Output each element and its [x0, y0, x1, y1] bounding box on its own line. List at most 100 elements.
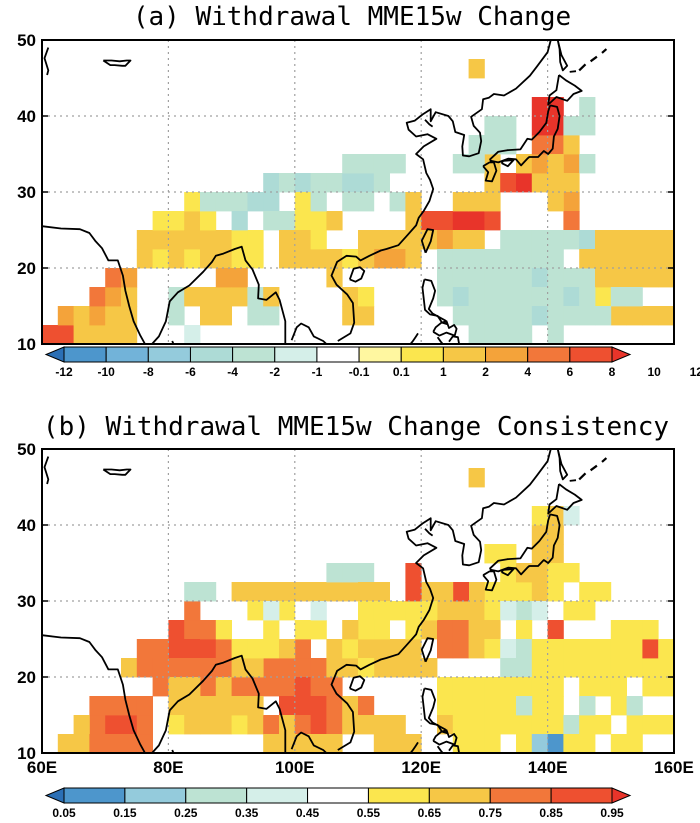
grid-cell: [263, 734, 280, 754]
grid-cell: [263, 582, 280, 602]
colorbar-arrow-left: [44, 787, 65, 804]
grid-cell: [89, 287, 106, 307]
grid-cell: [642, 715, 659, 735]
grid-cell: [595, 582, 612, 602]
grid-cell: [500, 639, 517, 659]
x-tick-label: 160E: [654, 758, 694, 777]
grid-cell: [200, 230, 217, 250]
grid-cell: [294, 249, 311, 269]
grid-cell: [326, 658, 343, 678]
grid-cell: [405, 192, 422, 212]
coastline-dash: [601, 457, 608, 463]
y-tick-label: 10: [17, 335, 36, 354]
grid-cell: [500, 249, 517, 269]
grid-cell: [468, 268, 485, 288]
grid-cell: [373, 230, 390, 250]
colorbar-label: 1: [440, 365, 447, 379]
grid-cell: [231, 211, 248, 231]
grid-cell: [373, 639, 390, 659]
grid-cell: [215, 715, 232, 735]
grid-cell: [358, 715, 375, 735]
grid-cell: [89, 306, 106, 326]
grid-cell: [405, 734, 422, 754]
grid-cell: [516, 696, 533, 716]
grid-cell: [326, 639, 343, 659]
grid-cell: [342, 306, 359, 326]
grid-cell: [437, 677, 454, 697]
colorbar-segment: [63, 346, 107, 363]
grid-cell: [279, 230, 296, 250]
grid-cell: [373, 173, 390, 193]
grid-cell: [136, 715, 153, 735]
grid-cell: [215, 696, 232, 716]
grid-cell: [610, 620, 627, 640]
grid-cell: [516, 230, 533, 250]
grid-cell: [279, 211, 296, 231]
grid-cell: [358, 173, 375, 193]
grid-cell: [563, 715, 580, 735]
grid-cell: [105, 306, 122, 326]
grid-cell: [247, 639, 264, 659]
grid-cell: [547, 154, 564, 174]
grid-cell: [452, 639, 469, 659]
grid-cell: [405, 658, 422, 678]
coastline: [409, 332, 419, 345]
grid-cell: [563, 734, 580, 754]
grid-cell: [642, 306, 659, 326]
colorbar-segment: [246, 787, 309, 804]
grid-cell: [389, 715, 406, 735]
coastline: [432, 729, 458, 746]
grid-cell: [105, 696, 122, 716]
grid-cell: [516, 601, 533, 621]
grid-cell: [484, 306, 501, 326]
grid-cell: [563, 211, 580, 231]
grid-cell: [531, 715, 548, 735]
colorbar-label: -2: [269, 365, 280, 379]
colorbar-label: 0.65: [418, 806, 442, 820]
grid-cell: [342, 696, 359, 716]
grid-cell: [579, 696, 596, 716]
grid-cell: [421, 620, 438, 640]
grid-cell: [168, 230, 185, 250]
grid-cell: [468, 325, 485, 345]
grid-cell: [500, 306, 517, 326]
grid-cell: [468, 135, 485, 155]
coastline: [547, 74, 583, 106]
grid-cell: [626, 268, 643, 288]
grid-cell: [73, 715, 90, 735]
grid-cell: [468, 306, 485, 326]
grid-cell: [531, 268, 548, 288]
x-tick-label: 140E: [528, 758, 568, 777]
grid-cell: [310, 677, 327, 697]
grid-cell: [57, 306, 74, 326]
grid-cell: [484, 173, 501, 193]
coastline: [489, 104, 561, 167]
coastline: [43, 456, 50, 485]
grid-cell: [231, 715, 248, 735]
grid-cell: [342, 582, 359, 602]
grid-cell: [579, 639, 596, 659]
colorbar-segment: [485, 346, 529, 363]
grid-cell: [373, 715, 390, 735]
y-tick-label: 50: [17, 31, 36, 50]
grid-cell: [531, 287, 548, 307]
grid-cell: [373, 154, 390, 174]
coastline: [420, 228, 435, 254]
colorbar-segment: [185, 787, 248, 804]
grid-cell: [358, 620, 375, 640]
grid-cell: [658, 306, 675, 326]
grid-cell: [547, 677, 564, 697]
grid-cell: [516, 582, 533, 602]
grid-cell: [405, 230, 422, 250]
grid-cell: [342, 154, 359, 174]
colorbar-label: 0.35: [235, 806, 259, 820]
grid-cell: [89, 734, 106, 754]
grid-cell: [563, 230, 580, 250]
grid-cell: [516, 306, 533, 326]
grid-cell: [358, 639, 375, 659]
grid-cell: [294, 658, 311, 678]
colorbar-label: -1: [312, 365, 323, 379]
colorbar-label: 0.55: [357, 806, 381, 820]
grid-cell: [389, 192, 406, 212]
grid-cell: [184, 325, 201, 345]
